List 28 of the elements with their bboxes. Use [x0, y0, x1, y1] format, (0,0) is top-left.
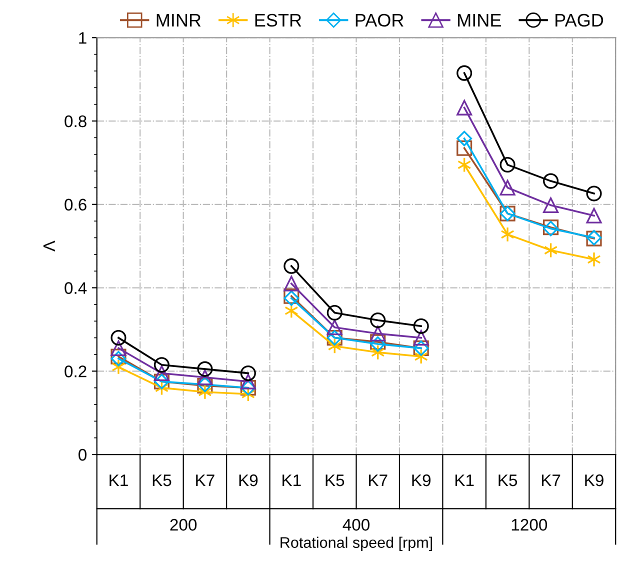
- x-tick-label: K9: [585, 474, 604, 486]
- y-tick-label: 0.8: [64, 115, 86, 128]
- x-tick-label: K7: [542, 474, 560, 486]
- y-tick-label: 0: [78, 448, 86, 461]
- y-axis-title: Λ: [44, 240, 55, 252]
- x-tick-label: K7: [196, 474, 214, 486]
- text: 400: [342, 518, 370, 531]
- x-tick-label: K1: [455, 474, 474, 486]
- legend-label: MINE: [458, 14, 501, 26]
- x-tick-label: K5: [498, 474, 518, 486]
- legend-label: PAGD: [556, 14, 604, 27]
- y-tick-label: 1: [79, 32, 86, 44]
- y-tick-label: 0.4: [64, 282, 87, 294]
- x-axis-title: Rotational speed [rpm]: [280, 536, 432, 551]
- x-tick-label: K5: [152, 474, 172, 486]
- x-tick-label: K5: [326, 474, 344, 486]
- x-tick-label: K9: [239, 474, 258, 486]
- text: 200: [170, 518, 197, 531]
- legend-label: MINR: [156, 14, 201, 26]
- y-tick-label: 0.6: [64, 198, 86, 211]
- legend-label: PAOR: [356, 14, 404, 27]
- x-tick-label: K1: [110, 474, 128, 486]
- x-tick-label: K1: [282, 474, 301, 486]
- text: 1200: [512, 518, 548, 531]
- x-tick-label: K9: [412, 474, 430, 486]
- x-tick-label: K7: [369, 474, 388, 486]
- legend-label: ESTR: [255, 14, 302, 27]
- y-tick-label: 0.2: [64, 366, 86, 378]
